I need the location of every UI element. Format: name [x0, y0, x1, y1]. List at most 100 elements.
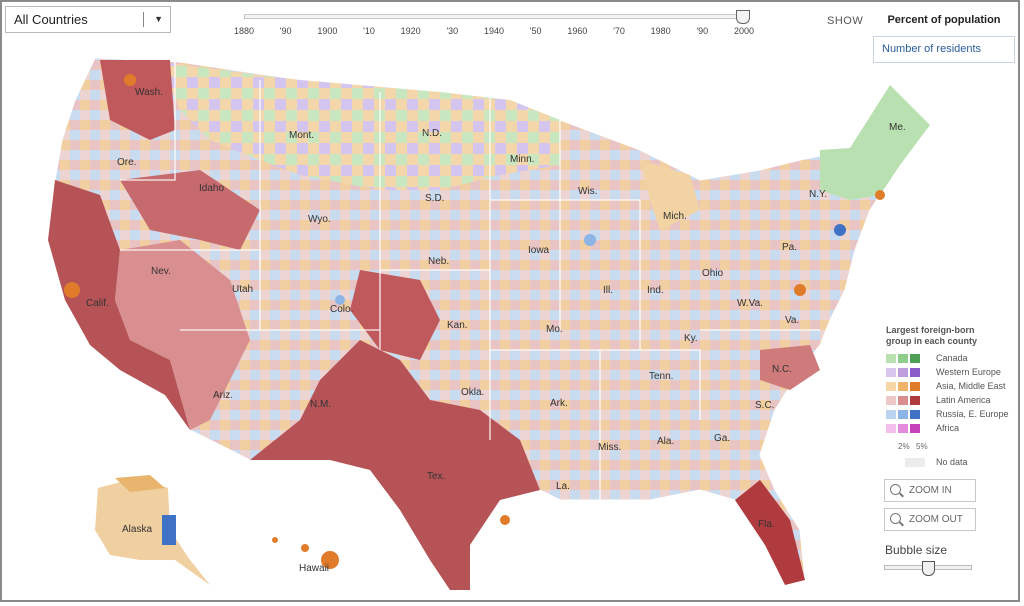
timeline-thumb[interactable] — [736, 10, 750, 24]
state-label: N.M. — [310, 399, 331, 410]
timeline-tick[interactable]: 2000 — [733, 26, 755, 36]
zoom-in-icon — [890, 484, 901, 495]
legend-swatch — [910, 354, 920, 363]
state-label: Ohio — [702, 268, 724, 279]
map-legend: Largest foreign-born group in each count… — [886, 325, 1022, 470]
legend-swatch — [910, 410, 920, 419]
legend-item: Western Europe — [886, 366, 1022, 380]
legend-swatch — [886, 424, 896, 433]
timeline-tick[interactable]: '70 — [613, 26, 625, 36]
legend-label: Latin America — [936, 395, 991, 405]
legend-scale-high: 5% — [916, 442, 928, 451]
legend-item: Latin America — [886, 394, 1022, 408]
timeline-tick[interactable]: 1880 — [233, 26, 255, 36]
legend-label: Western Europe — [936, 367, 1001, 377]
select-divider — [143, 12, 144, 27]
state-label: Idaho — [199, 183, 224, 194]
year-timeline[interactable]: 1880 '90 1900 '10 1920 '30 1940 '50 1960 '70 1980 '… — [234, 10, 756, 44]
legend-title: Largest foreign-born group in each count… — [886, 325, 978, 346]
legend-label: Asia, Middle East — [936, 381, 1006, 391]
legend-item: Asia, Middle East — [886, 380, 1022, 394]
zoom-out-button[interactable]: ZOOM OUT — [884, 508, 976, 531]
zoom-out-icon — [890, 513, 901, 524]
legend-swatch — [898, 368, 908, 377]
legend-swatch — [886, 396, 896, 405]
timeline-tick[interactable]: 1980 — [650, 26, 671, 36]
timeline-tick[interactable]: '10 — [363, 26, 375, 36]
state-label: Ky. — [684, 333, 698, 344]
state-label: N.Y. — [809, 189, 827, 200]
legend-swatch — [898, 396, 908, 405]
tab-number-of-residents[interactable]: Number of residents — [873, 36, 1015, 63]
legend-item: Russia, E. Europe — [886, 408, 1022, 422]
state-label: Iowa — [528, 245, 550, 256]
tab-percent-of-population[interactable]: Percent of population — [887, 14, 1001, 26]
state-label: Ore. — [117, 157, 136, 168]
state-label: Tenn. — [649, 371, 673, 382]
timeline-tick[interactable]: '30 — [446, 26, 459, 36]
show-label: SHOW — [827, 15, 864, 27]
bubble-size-thumb[interactable] — [922, 561, 935, 576]
legend-swatch — [910, 396, 920, 405]
timeline-tick[interactable]: 1920 — [400, 26, 421, 36]
legend-scale: 2% 5% — [886, 436, 1022, 451]
state-label: S.C. — [755, 400, 774, 411]
legend-swatch — [886, 382, 896, 391]
zoom-in-button[interactable]: ZOOM IN — [884, 479, 976, 502]
state-label: Okla. — [461, 387, 484, 398]
legend-item: Africa — [886, 422, 1022, 436]
country-select[interactable]: All Countries ▼ — [5, 6, 171, 33]
state-label: Miss. — [598, 442, 621, 453]
state-label: Tex. — [427, 471, 445, 482]
timeline-tick[interactable]: '50 — [529, 26, 542, 36]
zoom-in-label: ZOOM IN — [909, 485, 952, 496]
state-label: Mont. — [289, 130, 314, 141]
state-label: Va. — [785, 315, 799, 326]
zoom-out-label: ZOOM OUT — [909, 514, 963, 525]
legend-swatch — [898, 424, 908, 433]
state-label: Calif. — [86, 298, 109, 309]
state-label: Nev. — [151, 266, 171, 277]
legend-label: Russia, E. Europe — [936, 409, 1009, 419]
state-label: Kan. — [447, 320, 468, 331]
state-label: Mich. — [663, 211, 687, 222]
legend-swatch — [898, 382, 908, 391]
legend-no-data: No data — [886, 456, 1022, 470]
legend-swatch — [886, 368, 896, 377]
state-label: Ark. — [550, 398, 568, 409]
legend-swatch — [898, 354, 908, 363]
no-data-swatch — [905, 458, 925, 467]
no-data-label: No data — [936, 457, 968, 467]
state-label: Ga. — [714, 433, 730, 444]
state-label: Wash. — [135, 87, 163, 98]
legend-label: Africa — [936, 423, 960, 433]
state-label: Minn. — [510, 154, 534, 165]
legend-swatch — [886, 354, 896, 363]
state-label: La. — [556, 481, 570, 492]
state-label: N.D. — [422, 128, 442, 139]
legend-swatch — [886, 410, 896, 419]
timeline-tick[interactable]: '90 — [279, 26, 292, 36]
state-label: W.Va. — [737, 298, 763, 309]
state-label: Ind. — [647, 285, 664, 296]
state-label: Ariz. — [213, 390, 233, 401]
timeline-tick[interactable]: 1960 — [567, 26, 588, 36]
state-label: Wyo. — [308, 214, 331, 225]
legend-swatch — [910, 424, 920, 433]
state-label: Neb. — [428, 256, 449, 267]
state-label: Fla. — [758, 519, 775, 530]
state-label: Mo. — [546, 324, 563, 335]
legend-swatch — [910, 382, 920, 391]
legend-scale-low: 2% — [898, 442, 910, 451]
state-label: S.D. — [425, 193, 444, 204]
chevron-down-icon[interactable]: ▼ — [154, 14, 163, 24]
timeline-tick[interactable]: '90 — [696, 26, 709, 36]
country-select-value: All Countries — [14, 12, 88, 27]
timeline-tick[interactable]: 1900 — [317, 26, 338, 36]
timeline-tick[interactable]: 1940 — [483, 26, 505, 36]
state-label: N.C. — [772, 364, 792, 375]
state-label: Me. — [889, 122, 906, 133]
state-label: Colo. — [330, 304, 353, 315]
